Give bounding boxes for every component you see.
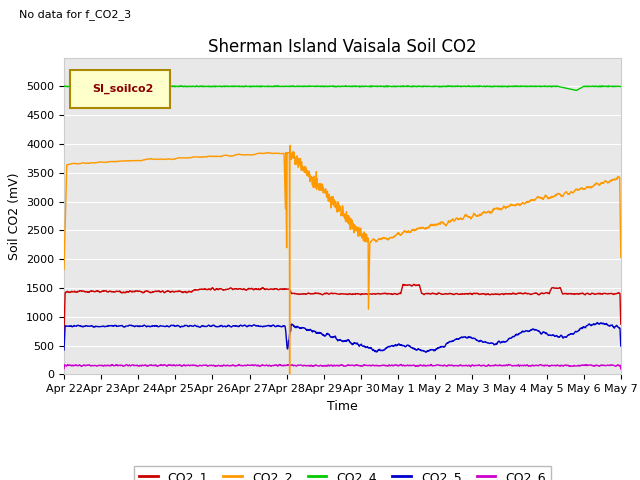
FancyBboxPatch shape: [70, 70, 170, 108]
Text: No data for f_CO2_3: No data for f_CO2_3: [19, 9, 132, 20]
Y-axis label: Soil CO2 (mV): Soil CO2 (mV): [8, 172, 20, 260]
X-axis label: Time: Time: [327, 400, 358, 413]
Legend: CO2_1, CO2_2, CO2_4, CO2_5, CO2_6: CO2_1, CO2_2, CO2_4, CO2_5, CO2_6: [134, 466, 551, 480]
Text: SI_soilco2: SI_soilco2: [92, 84, 153, 95]
Title: Sherman Island Vaisala Soil CO2: Sherman Island Vaisala Soil CO2: [208, 38, 477, 56]
